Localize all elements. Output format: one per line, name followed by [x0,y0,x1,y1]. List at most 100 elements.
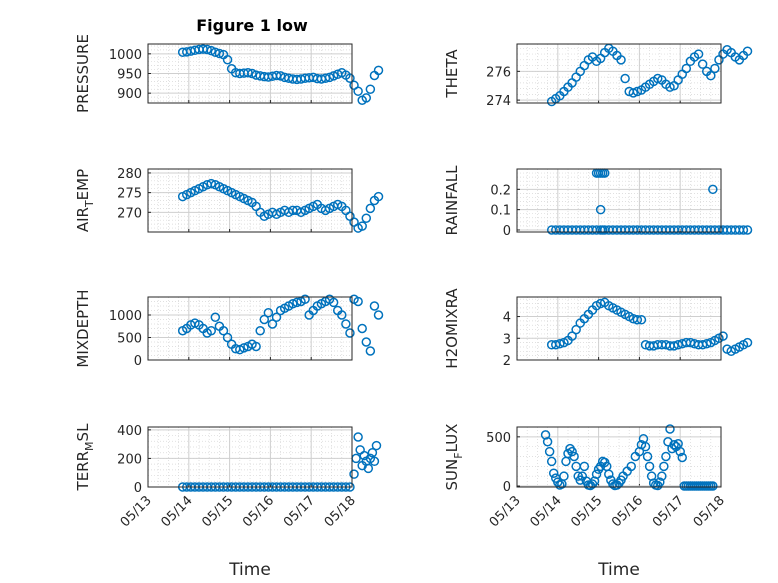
data-point [620,73,630,84]
x-tick-label: 05/15 [199,493,236,530]
y-label-part: AIR [74,207,92,232]
data-point [355,445,365,455]
data-point [320,73,331,83]
y-tick-label: 950 [117,68,142,83]
data-point [210,47,221,58]
y-tick-label: 200 [117,452,142,467]
x-tick-label: 05/18 [322,493,359,530]
y-axis-label: H2OMIXRA [443,288,461,369]
axes-box [147,43,353,104]
data-point [367,447,378,458]
data-point [616,55,626,65]
data-point [251,341,261,352]
y-axis-label: MIXDEPTH [74,289,92,367]
axes-box [516,168,722,233]
data-point [206,326,216,336]
data-point [365,203,376,214]
data-point [361,93,372,103]
x-tick-label: 05/16 [240,493,277,530]
data-point [708,481,718,491]
y-tick-label: 900 [117,87,142,102]
data-point [632,315,643,325]
y-label-subscript: F [452,452,465,458]
data-point [548,468,559,478]
data-point [659,461,669,472]
data-point [567,331,577,341]
y-tick-label: 0 [134,481,142,496]
data-point [597,225,608,235]
data-point [626,461,636,472]
data-point [271,312,282,322]
y-tick-label: 0.1 [490,204,511,219]
data-point [365,346,376,356]
axes-background [516,296,722,361]
data-point [357,221,367,231]
data-point [636,315,647,325]
data-point [701,338,712,349]
data-point [337,310,347,320]
data-point [292,297,302,308]
data-point [357,323,367,334]
data-point [640,441,651,452]
y-label-part: TERR [74,451,92,492]
data-point [263,308,274,318]
subplot-1: 900 950 1000 PRESSURE [74,34,384,113]
figure-title: Figure 1 low [196,16,308,35]
data-point [555,338,565,349]
data-point [345,328,355,338]
y-label-part: SUN [443,459,461,491]
data-point [675,446,685,457]
axes-box [516,296,722,361]
data-point [591,469,602,479]
y-axis-label: THETA [443,49,461,99]
data-point [681,63,692,74]
data-point [369,301,380,311]
data-point [655,477,665,487]
y-tick-label: 500 [486,431,511,446]
data-point [341,319,351,329]
y-tick-label: 276 [486,65,511,80]
data-point [677,452,687,463]
subplot-6: 2 3 4 H2OMIXRA [443,288,753,369]
data-point [363,463,374,474]
data-point [559,471,569,481]
data-point [210,312,221,322]
subplot-4: 0 0.1 0.2 RAINFALL [443,165,753,239]
data-point [373,191,384,202]
x-tick-label: 05/14 [528,493,565,530]
data-point [255,326,265,336]
data-point [351,453,361,464]
data-point [206,178,216,189]
data-point [239,343,249,353]
data-point [657,471,667,481]
axes-box [516,426,722,488]
data-point [628,88,639,98]
data-point [738,225,749,235]
x-tick-label: 05/13 [118,493,155,530]
axes-box [147,168,353,233]
data-point [365,84,376,94]
data-point [642,451,653,462]
axes-box [516,43,722,104]
data-point [214,48,225,59]
y-tick-label: 1000 [109,309,142,324]
y-label-subscript: T [83,200,96,208]
y-axis-label: SUNFLUX [443,424,465,491]
x-axis-label: Time [597,560,640,580]
data-point [579,461,590,472]
y-tick-label: 4 [503,311,511,326]
data-point [742,46,753,56]
y-tick-label: 274 [486,94,511,109]
y-tick-label: 1000 [109,48,142,63]
y-axis-label: RAINFALL [443,165,461,236]
data-point [353,86,363,96]
data-point [349,469,359,479]
y-label-part: SL [74,423,92,442]
data-point [710,63,720,74]
x-tick-label: 05/15 [568,493,605,530]
axes-box [147,426,353,488]
subplot-2: 274 276 THETA [443,43,753,109]
data-point [353,296,363,307]
data-point [373,310,384,320]
